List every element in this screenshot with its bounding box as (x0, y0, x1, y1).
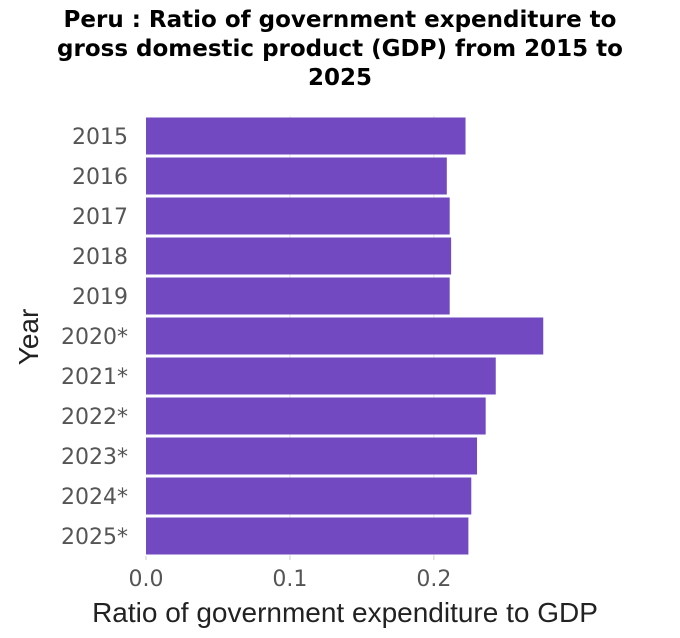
chart-title-line-2: gross domestic product (GDP) from 2015 t… (57, 36, 623, 62)
y-tick-label: 2023* (61, 445, 128, 470)
y-tick-label: 2016 (72, 165, 128, 190)
bars-group (146, 116, 544, 556)
y-tick-label: 2018 (72, 245, 128, 270)
y-axis-label: Year (13, 309, 44, 366)
bar-2017 (146, 197, 450, 235)
y-tick-labels: 2015 2016 2017 2018 2019 2020* 2021* 2022* 2023*… (61, 125, 128, 550)
x-tick-label: 0.2 (416, 567, 451, 592)
y-tick-label: 2019 (72, 285, 128, 310)
y-tick-label: 2017 (72, 205, 128, 230)
y-tick-label: 2024* (61, 485, 128, 510)
y-tick-label: 2022* (61, 405, 128, 430)
bar-2016 (146, 157, 447, 195)
bar-2025-projected (146, 517, 469, 555)
bar-2018 (146, 237, 452, 275)
bar-2021-projected (146, 357, 496, 395)
x-tick-label: 0.0 (129, 567, 164, 592)
y-tick-label: 2015 (72, 125, 128, 150)
x-axis-label: Ratio of government expenditure to GDP (92, 597, 598, 628)
bar-2023-projected (146, 437, 478, 475)
x-tick-label: 0.1 (272, 567, 307, 592)
y-tick-label: 2021* (61, 365, 128, 390)
x-tick-labels: 0.0 0.1 0.2 (129, 556, 451, 592)
y-tick-label: 2025* (61, 525, 128, 550)
chart-title: Peru : Ratio of government expenditure t… (0, 6, 680, 93)
y-tick-label: 2020* (61, 325, 128, 350)
bar-2022-projected (146, 397, 486, 435)
bar-2024-projected (146, 477, 472, 515)
bar-2020-projected (146, 317, 544, 355)
bar-2019 (146, 277, 450, 315)
chart-title-line-1: Peru : Ratio of government expenditure t… (63, 7, 617, 33)
bar-2015 (146, 117, 466, 155)
chart-title-line-3: 2025 (307, 65, 372, 91)
